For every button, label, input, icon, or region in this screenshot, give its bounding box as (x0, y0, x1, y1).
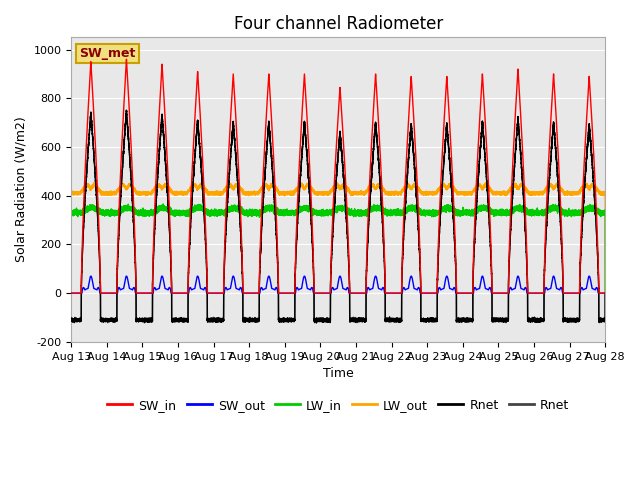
Y-axis label: Solar Radiation (W/m2): Solar Radiation (W/m2) (15, 117, 28, 263)
Legend: SW_in, SW_out, LW_in, LW_out, Rnet, Rnet: SW_in, SW_out, LW_in, LW_out, Rnet, Rnet (102, 394, 574, 417)
X-axis label: Time: Time (323, 367, 354, 380)
Text: SW_met: SW_met (79, 47, 136, 60)
Title: Four channel Radiometer: Four channel Radiometer (234, 15, 443, 33)
